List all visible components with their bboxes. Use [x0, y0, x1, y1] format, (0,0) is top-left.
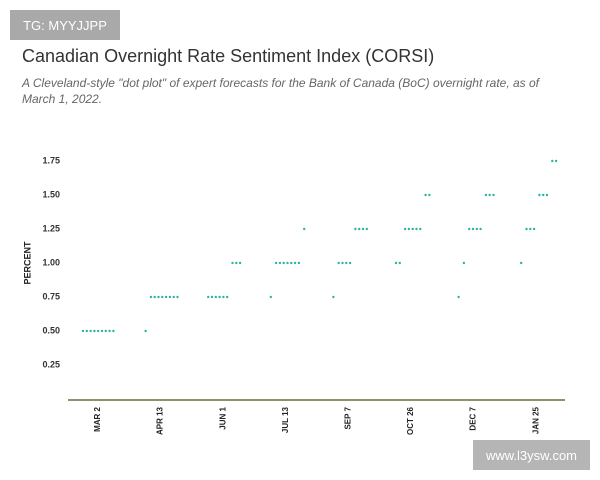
dot — [529, 227, 532, 231]
y-axis-label: PERCENT — [22, 241, 32, 285]
dot — [144, 329, 147, 333]
dot — [457, 295, 460, 299]
y-tick-label: 1.25 — [42, 223, 60, 233]
dot — [471, 227, 475, 231]
dot — [218, 295, 221, 299]
dot — [394, 261, 398, 265]
dot — [538, 193, 541, 197]
dot — [520, 261, 523, 265]
dot — [238, 261, 242, 265]
x-tick-label: DEC 7 — [469, 406, 478, 430]
dot — [274, 261, 278, 265]
dot — [492, 193, 495, 197]
dot — [214, 295, 217, 299]
dot — [100, 329, 104, 333]
dot — [411, 227, 414, 231]
dot — [407, 227, 411, 231]
dot — [354, 227, 357, 231]
dot — [112, 329, 115, 333]
dot — [468, 227, 471, 231]
y-tick-label: 1.50 — [42, 189, 60, 199]
dot — [475, 227, 478, 231]
dot — [525, 227, 528, 231]
dot — [269, 295, 272, 299]
x-tick-label: JUN 1 — [218, 406, 227, 429]
y-tick-label: 0.25 — [42, 359, 60, 369]
dot — [358, 227, 361, 231]
x-tick-label: OCT 26 — [406, 406, 415, 435]
dot — [361, 227, 365, 231]
dot — [89, 329, 92, 333]
dot — [104, 329, 108, 333]
dot — [153, 295, 156, 299]
dot — [424, 193, 427, 197]
dot — [235, 261, 238, 265]
y-tick-label: 0.75 — [42, 291, 60, 301]
dot — [222, 295, 225, 299]
dot — [403, 227, 407, 231]
dot — [297, 261, 301, 265]
watermark: www.l3ysw.com — [473, 440, 590, 470]
dot — [337, 261, 340, 265]
dot — [81, 329, 85, 333]
dot — [149, 295, 153, 299]
x-tick-label: MAR 2 — [93, 406, 102, 431]
watermark: TG: MYYJJPP — [10, 10, 120, 40]
dot — [226, 295, 229, 299]
dot — [176, 295, 179, 299]
dot — [282, 261, 285, 265]
dot — [164, 295, 168, 299]
dot — [348, 261, 352, 265]
y-tick-label: 0.50 — [42, 325, 60, 335]
dot — [398, 261, 401, 265]
dot — [97, 329, 100, 333]
dot — [286, 261, 289, 265]
dot — [341, 261, 344, 265]
dot — [278, 261, 282, 265]
chart-subtitle: A Cleveland-style "dot plot" of expert f… — [22, 76, 540, 106]
dot — [303, 227, 306, 231]
dot — [293, 261, 297, 265]
dot — [290, 261, 293, 265]
x-tick-label: SEP 7 — [344, 406, 353, 429]
dot — [168, 295, 172, 299]
dot — [479, 227, 482, 231]
chart-title: Canadian Overnight Rate Sentiment Index … — [22, 46, 435, 66]
dot — [415, 227, 418, 231]
dot — [231, 261, 234, 265]
dot — [488, 193, 491, 197]
y-tick-label: 1.00 — [42, 257, 60, 267]
x-tick-label: APR 13 — [156, 406, 165, 435]
dot — [542, 193, 545, 197]
dot — [345, 261, 348, 265]
dot — [161, 295, 164, 299]
dot — [332, 295, 335, 299]
dot — [554, 159, 558, 163]
dot — [172, 295, 175, 299]
y-tick-label: 1.75 — [42, 155, 60, 165]
dot — [365, 227, 368, 231]
dot — [545, 193, 549, 197]
dot — [532, 227, 536, 231]
dot — [207, 295, 210, 299]
dot — [419, 227, 422, 231]
dot — [462, 261, 466, 265]
x-tick-label: JAN 25 — [531, 406, 540, 434]
dot — [108, 329, 111, 333]
dot — [551, 159, 554, 163]
dot — [85, 329, 89, 333]
x-tick-label: JUL 13 — [281, 406, 290, 433]
dot — [484, 193, 488, 197]
dot — [428, 193, 431, 197]
dot — [210, 295, 214, 299]
dot — [157, 295, 160, 299]
dot — [93, 329, 96, 333]
